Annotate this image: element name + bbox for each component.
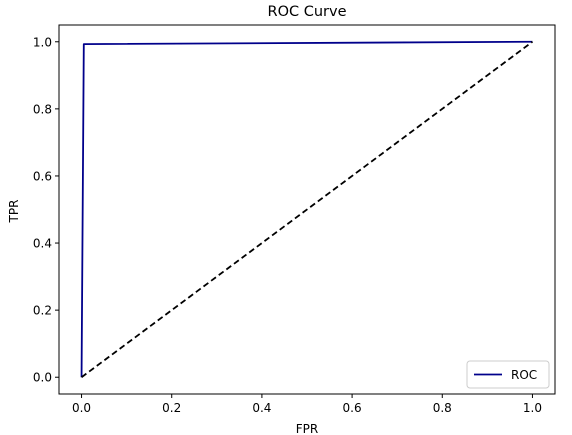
axis-ticks: 0.0 0.2 0.4 0.6 0.8 1.0 0.0 0.2 0.4 0.6 0.8 1.0 (33, 35, 542, 415)
plot-frame (58, 24, 556, 395)
y-tick-label: 0.8 (33, 102, 52, 116)
legend: ROC (466, 360, 550, 389)
legend-box (466, 360, 550, 389)
x-tick-label: 0.8 (433, 401, 452, 415)
x-tick-label: 1.0 (523, 401, 542, 415)
x-tick-label: 0.0 (72, 401, 91, 415)
legend-roc-label: ROC (511, 368, 537, 382)
y-axis-label: TPR (7, 200, 21, 224)
plot-area (58, 24, 556, 395)
x-axis-label: FPR (296, 422, 318, 435)
y-tick-label: 0.0 (33, 371, 52, 385)
x-tick-label: 0.6 (343, 401, 362, 415)
x-tick-label: 0.4 (252, 401, 271, 415)
series-roc-line (80, 40, 533, 378)
y-tick-label: 0.4 (33, 237, 52, 251)
x-tick-label: 0.2 (162, 401, 181, 415)
series-1-line (81, 41, 533, 378)
y-tick-label: 0.6 (33, 169, 52, 183)
y-tick-label: 1.0 (33, 35, 52, 49)
y-tick-label: 0.2 (33, 304, 52, 318)
chart-title: ROC Curve (268, 4, 347, 20)
